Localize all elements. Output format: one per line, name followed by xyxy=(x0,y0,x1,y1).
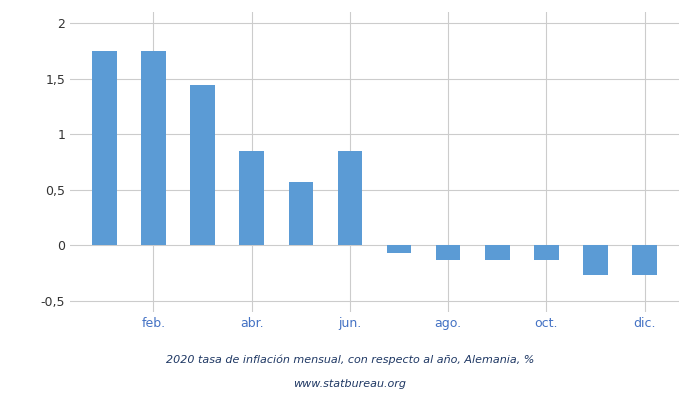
Text: www.statbureau.org: www.statbureau.org xyxy=(293,379,407,389)
Bar xyxy=(141,51,166,245)
Bar xyxy=(190,85,215,245)
Bar xyxy=(288,182,313,245)
Bar xyxy=(337,151,362,245)
Bar xyxy=(485,245,510,260)
Bar xyxy=(632,245,657,275)
Bar xyxy=(534,245,559,260)
Bar xyxy=(583,245,608,275)
Bar xyxy=(239,151,264,245)
Bar xyxy=(436,245,461,260)
Text: 2020 tasa de inflación mensual, con respecto al año, Alemania, %: 2020 tasa de inflación mensual, con resp… xyxy=(166,355,534,365)
Bar xyxy=(387,245,412,253)
Bar xyxy=(92,51,117,245)
